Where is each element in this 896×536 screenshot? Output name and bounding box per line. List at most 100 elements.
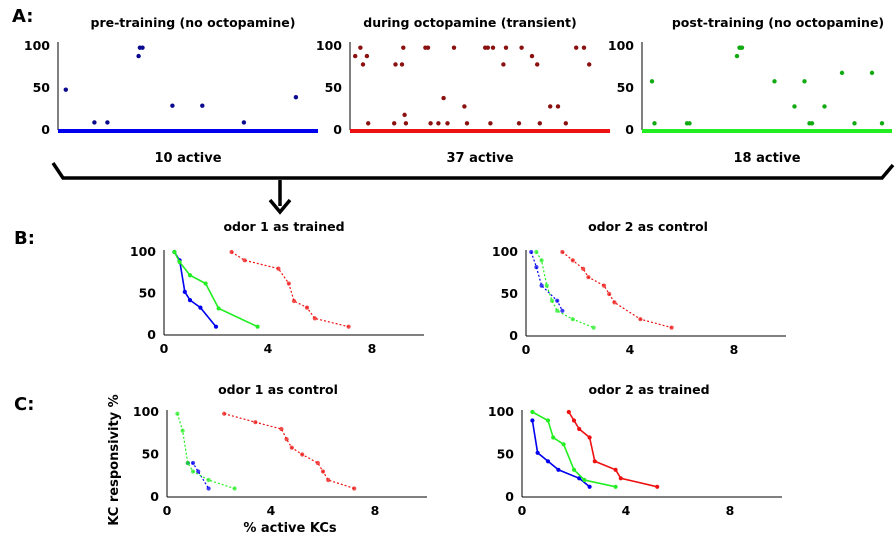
data-point — [535, 450, 540, 455]
data-point — [187, 298, 193, 303]
data-point — [403, 121, 409, 126]
series-line — [530, 418, 592, 489]
series-path — [530, 251, 563, 312]
data-point — [326, 477, 331, 483]
y-tick-label: 100 — [488, 404, 514, 419]
chart-title: during octopamine (transient) — [363, 15, 576, 30]
data-point — [529, 53, 535, 59]
data-point — [242, 258, 247, 263]
data-point — [255, 324, 260, 329]
data-point — [63, 87, 68, 92]
data-point — [105, 120, 110, 125]
data-point — [560, 308, 565, 313]
data-point — [537, 121, 542, 126]
data-point — [571, 467, 577, 472]
data-point — [196, 469, 201, 474]
data-point — [638, 317, 643, 322]
data-point — [232, 486, 237, 491]
series-line — [530, 409, 618, 489]
bracket-line — [51, 162, 895, 180]
data-point — [839, 70, 845, 76]
data-point — [545, 418, 551, 423]
x-tick-label: 0 — [163, 503, 172, 518]
series-line — [560, 249, 674, 330]
data-point — [879, 121, 885, 126]
y-tick-label: 50 — [139, 286, 157, 301]
data-point — [485, 45, 490, 50]
data-point — [822, 104, 827, 109]
data-point — [346, 324, 351, 329]
series-path — [176, 413, 235, 490]
data-point — [304, 305, 310, 310]
data-point — [206, 477, 211, 483]
data-point — [170, 103, 175, 108]
data-point — [364, 53, 370, 59]
data-point — [669, 325, 674, 330]
data-point — [180, 428, 185, 433]
data-point — [393, 62, 398, 67]
data-point — [187, 273, 193, 278]
chart-a3: post-training (no octopamine) 100 50 0 18 ac… — [608, 15, 892, 166]
data-point — [312, 316, 317, 321]
data-point — [286, 281, 291, 286]
data-point — [772, 79, 777, 84]
data-point — [592, 459, 597, 464]
active-count: 37 active — [446, 151, 513, 166]
x-tick-label: 8 — [726, 503, 735, 518]
data-point — [563, 121, 568, 126]
data-point — [560, 249, 565, 255]
panel-label-b: B: — [14, 228, 35, 249]
data-point — [548, 104, 553, 109]
data-point — [545, 459, 551, 464]
panel-labels: A: B: C: — [12, 6, 35, 415]
y-tick-label: 50 — [497, 447, 515, 462]
y-tick-label: 0 — [333, 122, 342, 137]
y-tick-label: 50 — [617, 80, 635, 95]
data-point — [503, 45, 509, 50]
data-point — [190, 469, 196, 474]
data-point — [360, 62, 366, 67]
data-point — [809, 121, 815, 126]
data-point — [241, 120, 247, 125]
x-tick-label: 0 — [522, 342, 531, 357]
chart-c2: odor 2 as trained 100 50 00 4 8 — [488, 382, 782, 518]
data-point — [516, 121, 522, 126]
data-point — [539, 283, 544, 288]
data-point — [172, 249, 177, 255]
y-tick-label: 100 — [24, 38, 50, 53]
data-point — [586, 275, 591, 280]
series-path — [187, 462, 210, 489]
data-point — [488, 121, 493, 126]
data-point — [530, 409, 535, 415]
data-point — [852, 121, 857, 126]
x-tick-label: 4 — [626, 342, 635, 357]
data-point — [462, 104, 467, 109]
bracket-connector — [51, 162, 895, 215]
y-tick-label: 0 — [509, 328, 518, 343]
data-point — [577, 426, 582, 432]
y-tick-label: 0 — [41, 122, 50, 137]
data-point — [198, 305, 203, 310]
data-point — [175, 411, 180, 416]
data-point — [428, 121, 433, 126]
arrow-head — [268, 198, 292, 215]
data-point — [649, 79, 655, 84]
data-point — [451, 45, 457, 50]
y-tick-label: 100 — [133, 404, 159, 419]
x-tick-label: 8 — [371, 503, 380, 518]
data-point — [320, 469, 326, 474]
data-point — [587, 484, 592, 489]
data-point — [551, 435, 556, 440]
series-line — [534, 249, 596, 330]
data-point — [177, 259, 182, 265]
data-point — [869, 70, 875, 76]
chart-c1: odor 1 as control 100 50 00 4 8 — [133, 382, 427, 518]
data-point — [591, 325, 596, 330]
data-point — [200, 103, 205, 108]
data-point — [441, 95, 446, 101]
data-point — [519, 45, 524, 50]
data-point — [190, 460, 196, 466]
x-tick-label: 4 — [622, 503, 631, 518]
data-point — [315, 460, 320, 466]
